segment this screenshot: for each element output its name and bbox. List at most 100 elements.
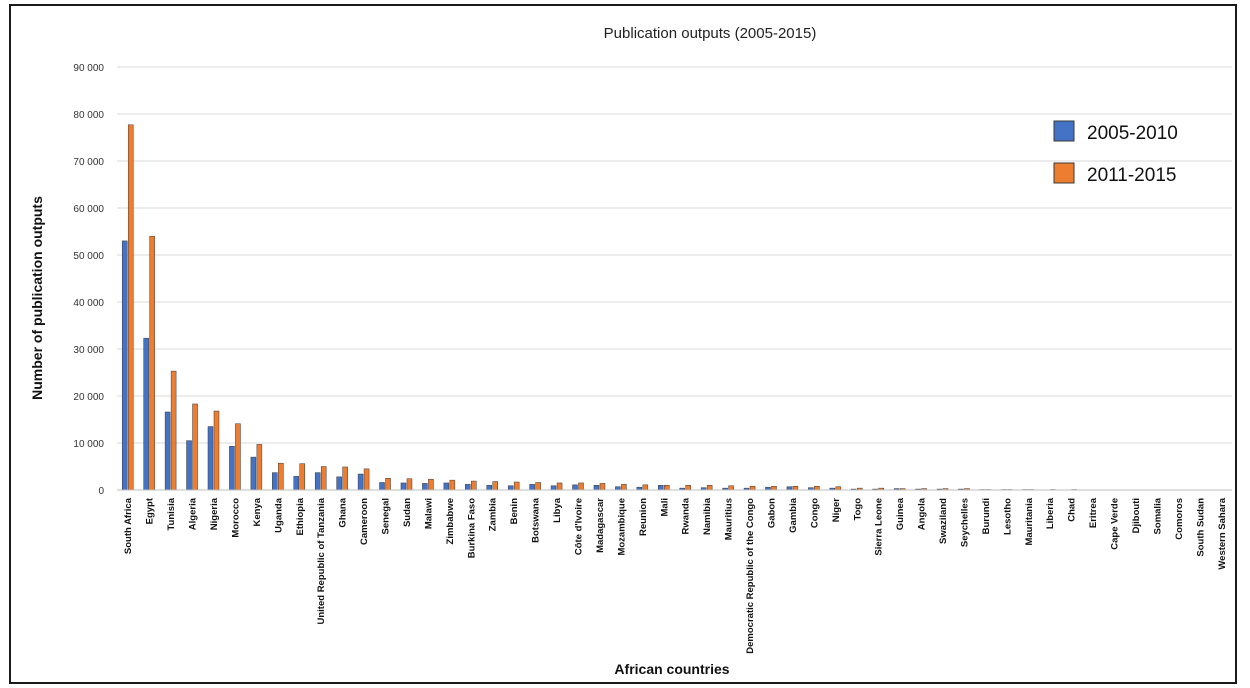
x-axis-ticks: South Africa Egypt Tunisia Algeria Nigeria Mo… — [123, 497, 1228, 654]
x-tick-label: Benin — [509, 498, 520, 525]
x-tick-label: Ghana — [338, 497, 349, 527]
x-tick-label: Rwanda — [681, 497, 692, 534]
x-tick-label: Sierra Leone — [874, 498, 885, 556]
bar-series2 — [256, 444, 263, 491]
bar-series1 — [250, 456, 257, 491]
chart-frame — [9, 4, 1237, 684]
x-tick-label: Malawi — [423, 498, 434, 529]
x-tick-label: Burkina Faso — [466, 498, 477, 558]
bar-series1 — [336, 476, 342, 491]
y-tick-label: 50 000 — [73, 251, 104, 262]
x-tick-label: Gabon — [766, 498, 777, 528]
x-tick-label: Eritrea — [1088, 497, 1099, 528]
bar-series1 — [486, 485, 492, 491]
bar-series2 — [792, 485, 799, 491]
bar-series2 — [771, 485, 777, 491]
x-tick-label: Comoros — [1174, 498, 1185, 540]
x-tick-label: United Republic of Tanzania — [316, 497, 327, 624]
bar-series2 — [235, 423, 241, 491]
bar-series2 — [471, 480, 477, 491]
y-tick-label: 40 000 — [73, 298, 104, 309]
x-tick-label: Liberia — [1045, 497, 1056, 529]
x-tick-label: Cameroon — [359, 498, 370, 545]
legend-label: 2005-2010 — [1087, 123, 1178, 144]
bar-series1 — [550, 485, 557, 491]
bar-series2 — [642, 484, 649, 491]
bar-series2 — [814, 485, 820, 491]
y-tick-label: 0 — [98, 486, 104, 497]
bar-series1 — [314, 472, 321, 491]
bar-series2 — [449, 479, 456, 491]
legend-label: 2011-2015 — [1087, 165, 1176, 186]
bar-series2 — [728, 485, 734, 491]
y-tick-label: 70 000 — [73, 157, 104, 168]
x-tick-label: Congo — [809, 498, 820, 528]
x-tick-label: Senegal — [381, 498, 392, 534]
bar-series2 — [406, 478, 413, 491]
bar-series1 — [272, 472, 278, 491]
x-tick-label: Democratic Republic of the Congo — [745, 498, 756, 654]
bar-series2 — [278, 462, 284, 491]
x-tick-label: Sudan — [402, 498, 413, 527]
x-tick-label: Guinea — [895, 497, 906, 530]
bar-series1 — [529, 484, 535, 491]
bar-series2 — [664, 485, 670, 491]
x-tick-label: Zimbabwe — [445, 498, 456, 544]
bar-series1 — [400, 482, 407, 491]
bar-series2 — [556, 482, 563, 491]
x-tick-label: Madagascar — [595, 498, 606, 553]
x-tick-label: South Sudan — [1195, 498, 1206, 557]
bar-series2 — [170, 370, 177, 491]
x-tick-label: Niger — [831, 498, 842, 523]
x-tick-label: Somalia — [1152, 497, 1163, 534]
x-tick-label: Nigeria — [209, 497, 220, 530]
bar-series2 — [428, 478, 434, 491]
bar-series2 — [492, 481, 498, 491]
x-tick-label: Algeria — [188, 497, 199, 530]
bar-series1 — [121, 240, 128, 491]
bar-series1 — [572, 484, 578, 491]
x-tick-label: Seychelles — [959, 498, 970, 547]
bar-series1 — [465, 484, 471, 491]
y-tick-label: 10 000 — [73, 439, 104, 450]
y-axis-title: Number of publication outputs — [29, 196, 45, 400]
bar-series1 — [658, 485, 664, 491]
legend-swatch — [1053, 162, 1075, 184]
x-tick-label: Western Sahara — [1217, 497, 1228, 569]
y-tick-label: 20 000 — [73, 392, 104, 403]
x-tick-label: Togo — [852, 498, 863, 521]
y-tick-label: 90 000 — [73, 63, 104, 74]
y-tick-label: 80 000 — [73, 110, 104, 121]
x-tick-label: Reunion — [638, 498, 649, 536]
bar-series2 — [535, 482, 541, 491]
x-tick-label: Djibouti — [1131, 498, 1142, 533]
x-tick-label: Lesotho — [1002, 498, 1013, 535]
bar-series2 — [192, 403, 198, 491]
x-tick-label: Chad — [1067, 498, 1078, 522]
x-tick-label: Mauritania — [1024, 497, 1035, 545]
bar-series2 — [621, 484, 627, 491]
gridlines — [117, 66, 1232, 444]
x-tick-label: Mali — [659, 498, 670, 516]
x-tick-label: Cape Verde — [1110, 498, 1121, 550]
x-tick-label: Botswana — [531, 497, 542, 543]
bar-series2 — [363, 468, 370, 491]
legend: 2005-2010 2011-2015 — [1053, 120, 1178, 186]
bar-series2 — [706, 485, 713, 491]
bar-series1 — [593, 485, 600, 491]
x-tick-label: Kenya — [252, 497, 263, 526]
bar-series2 — [299, 463, 306, 491]
x-tick-label: Uganda — [273, 497, 284, 533]
bar-series2 — [749, 485, 756, 491]
x-tick-label: Mauritius — [724, 498, 735, 540]
x-tick-label: Egypt — [145, 497, 156, 524]
x-tick-label: Tunisia — [166, 497, 177, 530]
bar-series1 — [186, 440, 192, 491]
bar-series2 — [578, 482, 584, 491]
bar-series1 — [164, 411, 171, 491]
bar-series1 — [293, 476, 300, 491]
bar-series1 — [229, 446, 235, 491]
bar-series1 — [379, 482, 385, 491]
bar-series2 — [685, 485, 691, 491]
